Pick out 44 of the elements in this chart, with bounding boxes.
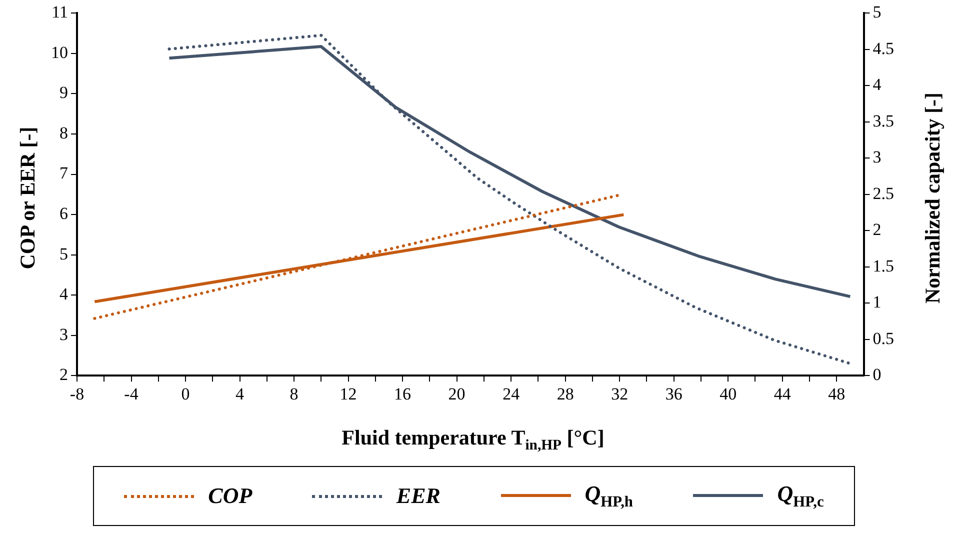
x-tick-label: 0 [181,384,190,404]
x-tick-label: 12 [340,384,357,404]
x-tick-label: 48 [828,384,846,404]
y2-tick-label: 2 [872,220,882,240]
y2-tick-label: 3 [872,148,882,167]
x-tick-label: 28 [556,384,574,404]
y-tick-label: 7 [60,164,68,183]
legend-label: Q$_{HP,h}$ [584,480,633,512]
x-tick-label: 40 [720,384,737,404]
y-tick-label: 11 [52,2,68,22]
x-tick-label: 32 [611,384,628,404]
y2-tick-label: 0 [872,365,882,384]
y2-tick-label: 2.5 [872,184,894,203]
x-tick-label: 24 [502,384,520,404]
y-tick-label: 10 [51,42,68,62]
y-tick-label: 2 [60,365,68,384]
y-tick-label: 3 [60,324,68,344]
y2-tick-label: 4 [872,75,882,94]
x-tick-label: 44 [774,384,792,404]
line-series [168,34,850,365]
x-tick-label: 16 [394,384,412,404]
legend-label: Q$_{HP,c}$ [777,480,824,512]
y-tick-label: 9 [60,83,68,102]
y-tick-label: 8 [60,123,68,142]
x-tick-label: -8 [70,384,84,404]
y-tick-label: 6 [60,204,68,223]
y2-tick-label: 4.5 [872,38,894,58]
y2-tick-label: 5 [872,2,882,22]
y2-tick-label: 1.5 [872,256,894,276]
legend-label: COP [208,483,252,509]
y2-tick-label: 1 [872,292,882,312]
y-tick-label: 4 [60,284,68,304]
x-tick-label: 4 [236,384,245,404]
x-tick-label: 8 [290,384,298,404]
y2-tick-label: 0.5 [872,328,894,348]
y-tick-label: 5 [60,244,68,264]
x-tick-label: 36 [665,384,682,404]
y-axis-title: COP or EER [-] [16,126,40,270]
x-tick-label: -4 [124,384,139,404]
legend-label: EER [396,483,440,509]
x-tick-label: 20 [448,384,466,404]
y2-axis-title: Normalized capacity [-] [920,92,946,304]
y2-tick-label: 3.5 [872,111,894,130]
x-axis-title: Fluid temperature T$_{in,HP}$ [°C] [342,425,604,455]
